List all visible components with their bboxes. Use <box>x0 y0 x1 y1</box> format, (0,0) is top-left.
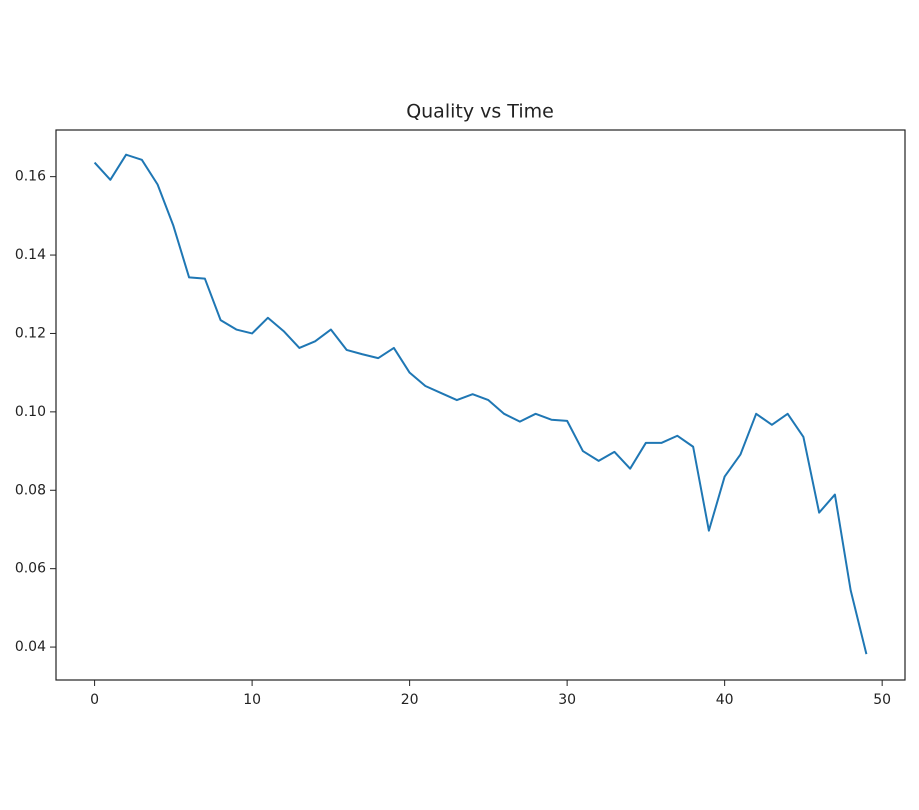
x-tick-label: 0 <box>90 692 99 708</box>
x-tick-label: 20 <box>401 692 419 708</box>
y-tick-label: 0.10 <box>15 404 46 420</box>
y-tick-label: 0.08 <box>15 482 46 498</box>
y-tick-label: 0.12 <box>15 325 46 341</box>
plot-frame <box>55 129 906 681</box>
x-tick-label: 10 <box>243 692 261 708</box>
y-tick-label: 0.14 <box>15 247 46 263</box>
x-tick-label: 40 <box>716 692 734 708</box>
chart-title: Quality vs Time <box>406 101 554 123</box>
line <box>93 153 868 655</box>
x-tick-label: 50 <box>873 692 891 708</box>
y-tick-label: 0.16 <box>15 169 46 185</box>
y-tick-label: 0.04 <box>15 639 46 655</box>
x-tick-label: 30 <box>558 692 576 708</box>
y-tick-label: 0.06 <box>15 561 46 577</box>
